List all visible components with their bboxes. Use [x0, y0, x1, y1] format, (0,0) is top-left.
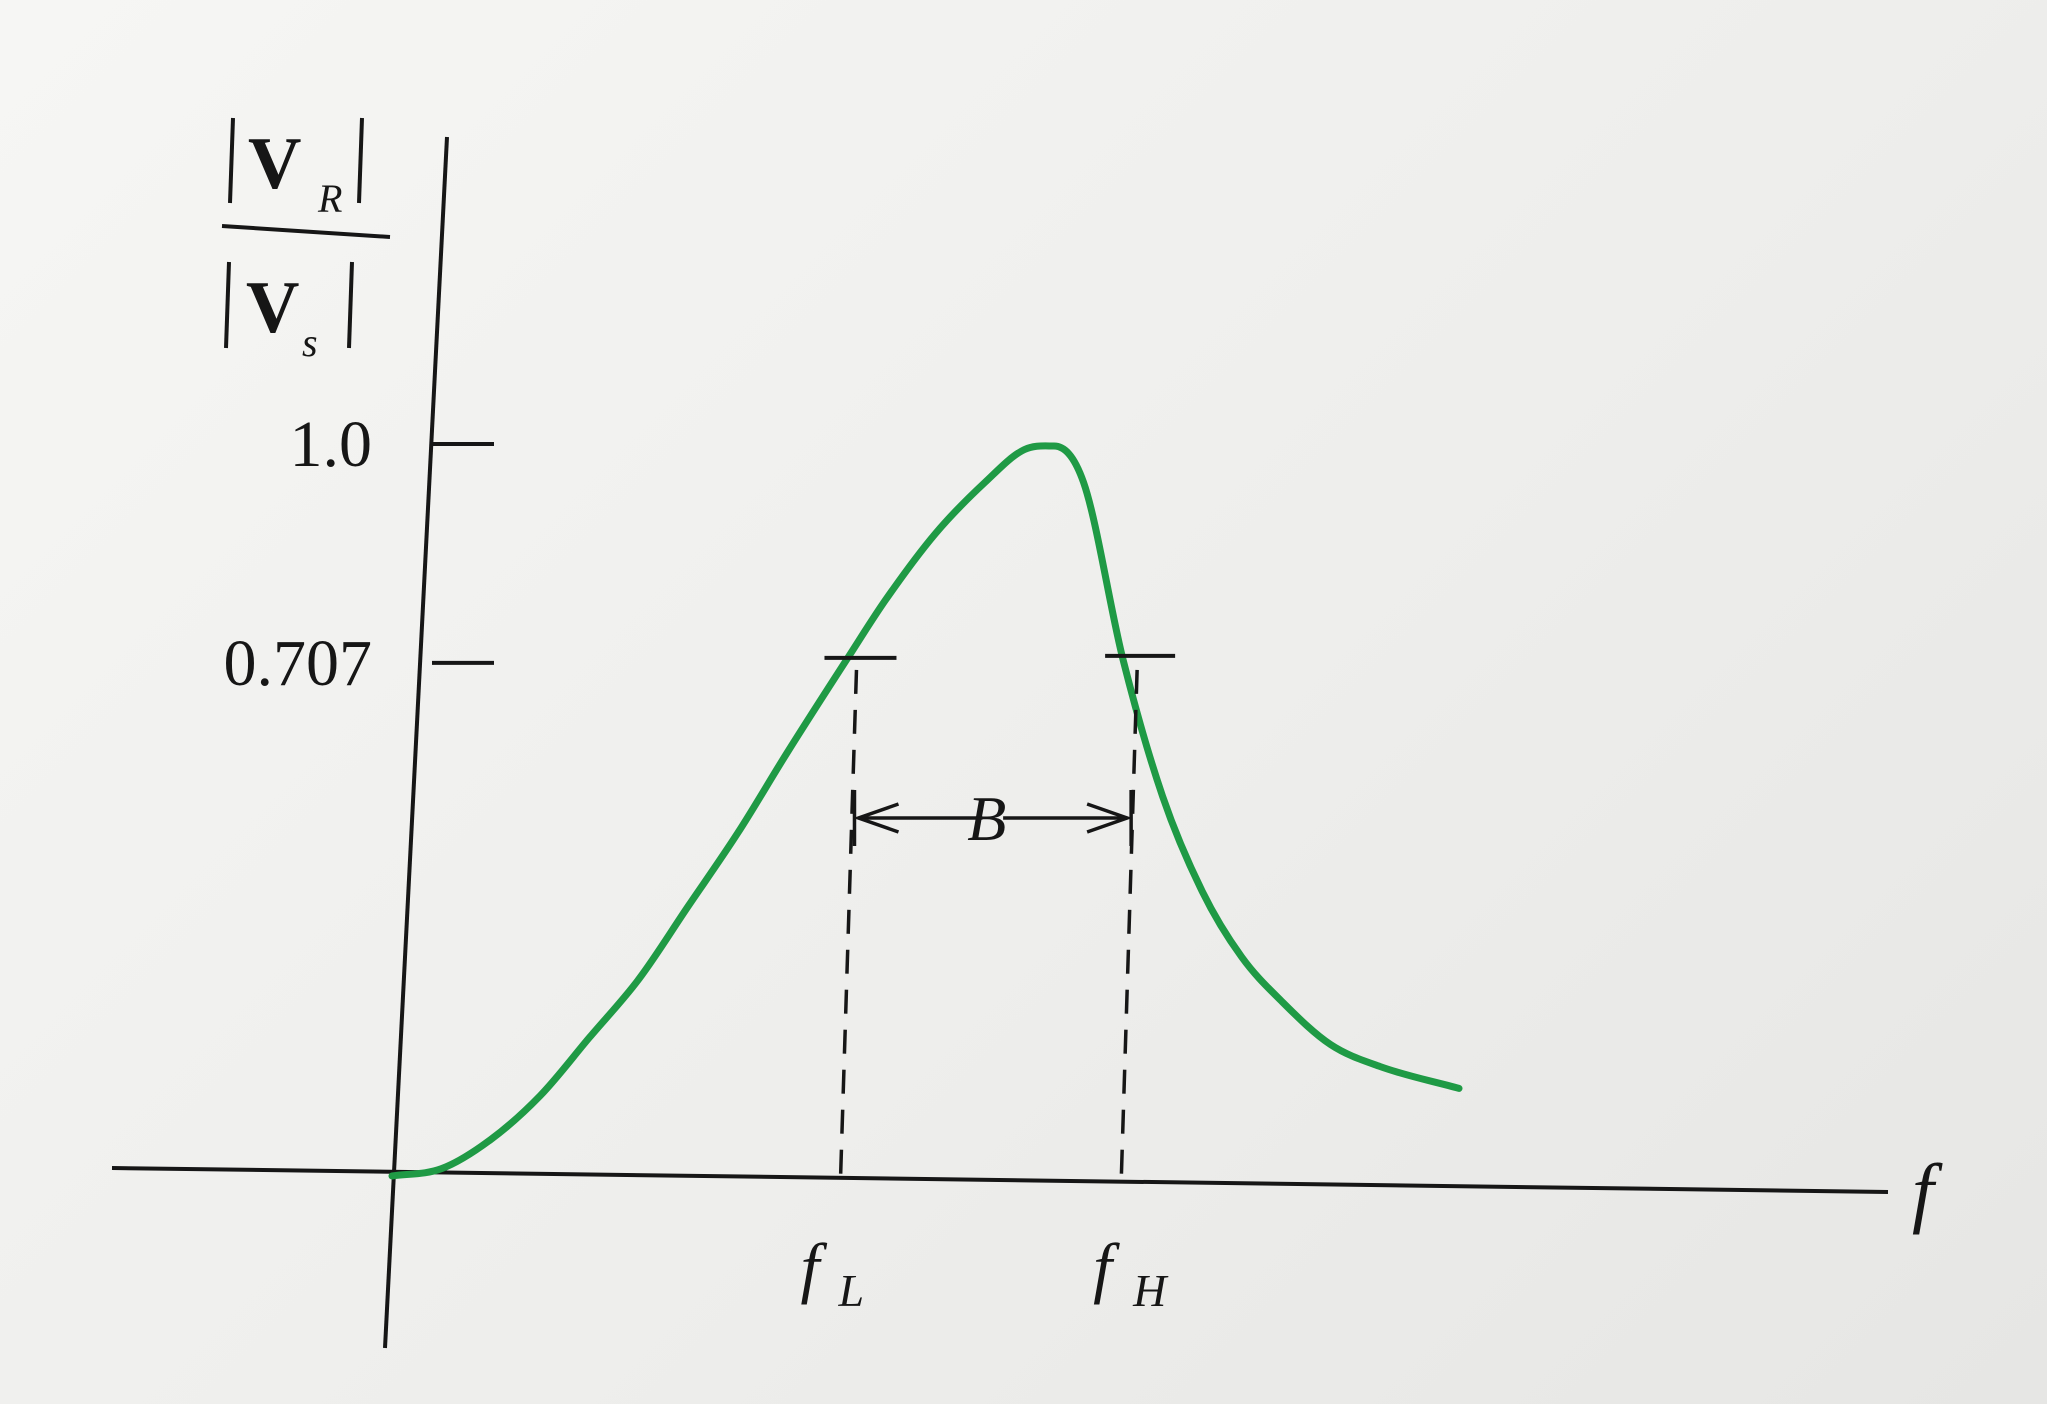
- bandwidth-dimension: B: [852, 783, 1133, 854]
- f-high-label-subscript: H: [1132, 1265, 1169, 1316]
- f-high-label-symbol: f: [1093, 1229, 1120, 1305]
- x-axis-label: f: [1912, 1148, 1943, 1235]
- f-low-label-subscript: L: [837, 1265, 864, 1316]
- ylabel-numerator-subscript: R: [317, 176, 342, 221]
- ylabel-denominator-symbol: V: [246, 267, 299, 349]
- f-high-guide-line: [1119, 669, 1139, 1184]
- x-axis: [111, 1166, 1889, 1194]
- f-low-guide-line: [838, 669, 859, 1180]
- ylabel-bar-left-top: [228, 117, 235, 204]
- f-low-label-symbol: f: [800, 1229, 827, 1305]
- f-high-label: f H: [1093, 1229, 1169, 1316]
- y-axis: [383, 136, 449, 1349]
- bandwidth-arrowhead-left: [853, 802, 900, 834]
- ylabel-denominator-subscript: s: [302, 320, 318, 365]
- y-tick-label-0-707: 0.707: [224, 627, 373, 700]
- response-curve: [388, 442, 1463, 1180]
- ylabel-bar-right-bottom: [347, 261, 354, 349]
- ylabel-bar-left-bottom: [224, 261, 231, 349]
- y-tick-label-1-0: 1.0: [290, 408, 373, 481]
- ylabel-numerator-symbol: V: [248, 123, 301, 205]
- ylabel-fraction-bar: [221, 224, 391, 239]
- bandwidth-label: B: [967, 783, 1006, 854]
- y-axis-label: V R V s: [221, 117, 391, 365]
- bandwidth-arrowhead-right: [1086, 802, 1133, 834]
- f-low-label: f L: [800, 1229, 864, 1316]
- ylabel-bar-right-top: [357, 117, 364, 204]
